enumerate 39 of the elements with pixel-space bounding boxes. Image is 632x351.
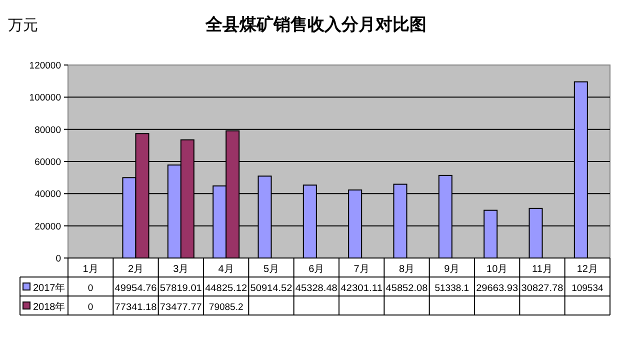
x-tick-label: 4月: [218, 264, 234, 275]
y-tick-label: 40000: [34, 189, 61, 200]
data-label: 51338.1: [434, 283, 470, 294]
y-axis-title: 万元: [8, 17, 38, 34]
x-tick-label: 7月: [354, 264, 370, 275]
x-tick-label: 3月: [173, 264, 189, 275]
y-tick-label: 80000: [34, 124, 61, 136]
y-tick-label: 120000: [29, 60, 61, 72]
x-tick-label: 11月: [532, 264, 552, 275]
data-label: 42301.11: [340, 283, 383, 294]
legend-label: 2017年: [33, 282, 66, 294]
data-label: 44825.12: [205, 283, 248, 294]
data-label: 45852.08: [386, 283, 428, 294]
data-label: 50914.52: [250, 283, 292, 294]
data-label: 109534: [572, 283, 604, 294]
data-label: 49954.76: [114, 283, 157, 294]
data-label: 77341.18: [114, 302, 157, 313]
data-label: 79085.2: [208, 302, 244, 313]
chart-title: 全县煤矿销售收入分月对比图: [204, 15, 426, 34]
data-label: 45328.48: [295, 283, 338, 294]
y-tick-label: 60000: [34, 157, 61, 168]
data-label: 29663.93: [476, 283, 518, 294]
data-label: 73477.77: [160, 302, 202, 313]
x-tick-label: 12月: [576, 264, 598, 275]
data-label: 30827.78: [521, 283, 564, 294]
legend-label: 2018年: [33, 301, 66, 313]
x-tick-label: 6月: [308, 264, 324, 275]
data-label: 0: [88, 283, 94, 294]
y-tick-label: 0: [56, 254, 61, 264]
data-label: 57819.01: [160, 283, 202, 294]
x-tick-label: 10月: [486, 264, 508, 275]
x-tick-label: 2月: [128, 264, 144, 275]
y-tick-label: 100000: [29, 92, 61, 104]
x-tick-label: 9月: [444, 264, 460, 275]
y-tick-label: 20000: [34, 221, 61, 232]
x-tick-label: 1月: [82, 264, 98, 275]
data-label: 0: [88, 302, 94, 313]
x-tick-label: 5月: [263, 264, 280, 275]
x-tick-label: 8月: [398, 264, 415, 275]
